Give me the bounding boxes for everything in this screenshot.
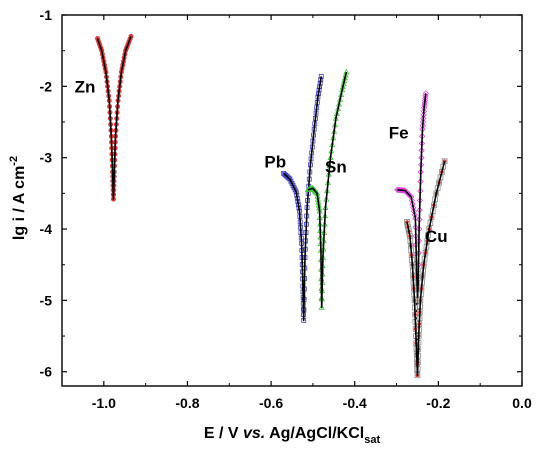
labels-layer: Zn Pb Sn Fe Cu <box>75 77 448 246</box>
y-tick-label: -6 <box>40 364 53 380</box>
y-tick-label: -2 <box>40 78 53 94</box>
x-tick-label: -0.2 <box>426 395 450 411</box>
x-axis-label-italic: vs. <box>243 425 265 442</box>
series-layer <box>95 33 448 379</box>
x-tick-label: -1.0 <box>92 395 116 411</box>
x-axis-label: E / V vs. Ag/AgCl/KClsat <box>204 425 381 446</box>
x-axis-label-sub: sat <box>364 434 380 446</box>
sn-fit-line <box>307 71 348 309</box>
cu-fit-line <box>406 161 446 377</box>
y-tick-label: -3 <box>40 150 53 166</box>
y-axis-label-sup: -2 <box>8 156 20 166</box>
y-tick-label: -4 <box>40 221 53 237</box>
axis-ticks: -1.0 -0.8 -0.6 -0.4 -0.2 0.0 -1 -2 -3 -4 -5 -6 <box>40 7 532 411</box>
x-tick-label: -0.4 <box>343 395 367 411</box>
series-zn <box>95 33 134 202</box>
series-label-fe: Fe <box>389 124 409 143</box>
y-axis-label: lg i / A cm-2 <box>8 156 28 240</box>
series-cu <box>404 158 448 379</box>
sn-data-point <box>318 304 325 310</box>
series-label-pb: Pb <box>264 152 286 171</box>
y-tick-label: -1 <box>40 7 53 23</box>
x-axis-label-after: Ag/AgCl/KCl <box>265 425 364 442</box>
x-tick-label: 0.0 <box>512 395 532 411</box>
y-tick-label: -5 <box>40 292 53 308</box>
series-pb <box>281 73 324 323</box>
series-label-zn: Zn <box>75 77 96 96</box>
series-label-sn: Sn <box>325 157 347 176</box>
series-sn <box>304 68 350 310</box>
fe-data-point <box>394 186 401 193</box>
x-axis-label-main: E / V <box>204 425 243 442</box>
zn-fit-line <box>96 36 132 200</box>
y-axis-label-main: lg i / A cm <box>11 166 28 240</box>
fe-data-point <box>395 186 402 194</box>
pb-fit-line <box>283 76 323 322</box>
plot-frame <box>61 14 523 387</box>
x-tick-label: -0.6 <box>259 395 283 411</box>
x-tick-label: -0.8 <box>175 395 199 411</box>
series-label-cu: Cu <box>425 227 448 246</box>
